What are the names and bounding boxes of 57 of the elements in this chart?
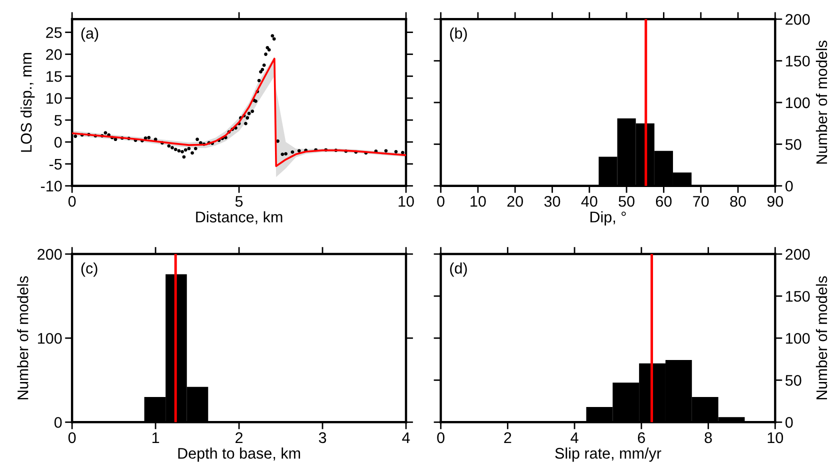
y-tick-label: -10 bbox=[40, 180, 62, 192]
y-tick-label: 10 bbox=[46, 92, 62, 104]
x-tick-label: 60 bbox=[656, 196, 672, 207]
y-tick-label: 25 bbox=[46, 27, 62, 38]
x-tick-label: 0 bbox=[68, 196, 76, 207]
x-tick-label: 1 bbox=[152, 432, 160, 443]
x-axis-title: Depth to base, km bbox=[178, 448, 300, 462]
y2-tick-label: 200 bbox=[786, 14, 810, 25]
x-tick-label: 0 bbox=[437, 196, 444, 207]
y2-axis-title: Number of models bbox=[816, 40, 828, 164]
y2-tick-label: 0 bbox=[785, 417, 793, 428]
y-axis-title: Number of models bbox=[17, 276, 28, 400]
x-tick-label: 10 bbox=[470, 196, 486, 207]
y2-tick-label: 100 bbox=[786, 97, 810, 108]
x-tick-label: 30 bbox=[544, 196, 560, 207]
x-tick-label: 50 bbox=[618, 196, 634, 207]
x-axis-title: Slip rate, mm/yr bbox=[555, 448, 662, 462]
x-tick-label: 5 bbox=[235, 196, 243, 207]
x-tick-label: 20 bbox=[507, 196, 523, 207]
y2-tick-label: 0 bbox=[785, 180, 793, 192]
annotation: (c) bbox=[81, 262, 98, 277]
x-tick-label: 0 bbox=[68, 432, 76, 444]
x-tick-label: 0 bbox=[437, 432, 444, 444]
x-tick-label: 8 bbox=[704, 432, 712, 444]
x-axis-title: Dip, ° bbox=[590, 211, 626, 226]
y-tick-label: 15 bbox=[46, 71, 62, 82]
annotation: (d) bbox=[450, 262, 467, 277]
y2-tick-label: 200 bbox=[786, 248, 810, 260]
annotation: (a) bbox=[81, 27, 98, 42]
annotation: (b) bbox=[450, 27, 467, 42]
y2-tick-label: 50 bbox=[785, 139, 802, 150]
y-axis-title: LOS disp., mm bbox=[20, 53, 35, 152]
x-tick-label: 6 bbox=[638, 432, 645, 444]
x-tick-label: 10 bbox=[768, 432, 784, 444]
y-tick-label: 100 bbox=[38, 332, 62, 344]
x-tick-label: 70 bbox=[693, 196, 709, 207]
y2-axis-title: Number of models bbox=[816, 276, 828, 400]
y-tick-label: 5 bbox=[54, 115, 62, 126]
y2-tick-label: 100 bbox=[786, 332, 810, 344]
y-tick-label: 0 bbox=[54, 417, 62, 428]
x-tick-label: 4 bbox=[570, 432, 578, 443]
x-tick-label: 4 bbox=[402, 432, 410, 443]
x-tick-label: 10 bbox=[398, 196, 414, 207]
y2-tick-label: 50 bbox=[785, 375, 802, 386]
y-tick-label: 200 bbox=[38, 248, 62, 260]
x-tick-label: 90 bbox=[767, 196, 784, 207]
y-tick-label: -5 bbox=[49, 158, 62, 170]
x-tick-label: 40 bbox=[581, 196, 598, 207]
y2-tick-label: 150 bbox=[786, 290, 810, 302]
y2-tick-label: 150 bbox=[786, 56, 810, 67]
x-tick-label: 80 bbox=[730, 196, 746, 207]
x-tick-label: 2 bbox=[504, 432, 512, 443]
y-tick-label: 20 bbox=[46, 49, 62, 60]
x-axis-title: Distance, km bbox=[196, 211, 282, 224]
y-tick-label: 0 bbox=[54, 136, 62, 148]
x-tick-label: 3 bbox=[318, 432, 326, 444]
x-tick-label: 2 bbox=[236, 432, 243, 443]
